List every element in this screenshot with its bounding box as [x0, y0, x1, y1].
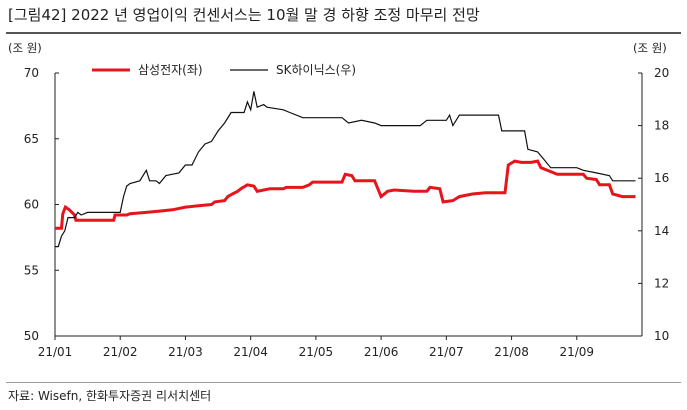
legend: 삼성전자(좌) SK하이닉스(우)	[92, 63, 356, 77]
right-tick-label: 18	[654, 119, 669, 133]
legend-label: 삼성전자(좌)	[138, 63, 203, 77]
left-tick-label: 65	[24, 132, 39, 146]
series-line-right	[55, 91, 636, 248]
x-tick-label: 21/05	[299, 345, 334, 359]
series-line-left	[55, 159, 636, 230]
left-tick-label: 55	[24, 263, 39, 277]
x-tick-label: 21/04	[233, 345, 268, 359]
x-tick-label: 21/06	[364, 345, 399, 359]
line-chart: (조 원) (조 원) 50 55 60 65 70 10 12 14 16 18 20 21/01 2…	[8, 41, 670, 359]
axes: 50 55 60 65 70 10 12 14 16 18 20 21/01 21/02 21/03 21/…	[24, 66, 670, 359]
x-tick-label: 21/08	[494, 345, 529, 359]
x-tick-label: 21/07	[429, 345, 464, 359]
right-tick-label: 20	[654, 66, 669, 80]
x-tick-label: 21/09	[559, 345, 594, 359]
x-tick-label: 21/01	[38, 345, 73, 359]
legend-label: SK하이닉스(우)	[276, 63, 356, 77]
left-tick-label: 60	[24, 198, 39, 212]
x-tick-label: 21/02	[103, 345, 138, 359]
right-axis-unit: (조 원)	[633, 41, 667, 55]
right-tick-label: 16	[654, 171, 669, 185]
figure-title: [그림42] 2022 년 영업이익 컨센서스는 10월 말 경 하향 조정 마…	[8, 6, 480, 24]
left-tick-label: 70	[24, 66, 39, 80]
left-tick-label: 50	[24, 329, 39, 343]
x-tick-label: 21/03	[168, 345, 203, 359]
source-divider	[6, 382, 681, 383]
series-layer	[55, 91, 636, 248]
left-axis-unit: (조 원)	[8, 41, 42, 55]
title-divider	[6, 32, 681, 34]
right-tick-label: 10	[654, 329, 669, 343]
right-tick-label: 14	[654, 224, 669, 238]
right-tick-label: 12	[654, 276, 669, 290]
source-note: 자료: Wisefn, 한화투자증권 리서치센터	[8, 389, 212, 403]
